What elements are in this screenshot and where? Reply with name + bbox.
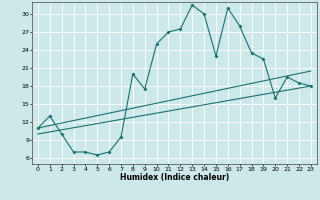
X-axis label: Humidex (Indice chaleur): Humidex (Indice chaleur) bbox=[120, 173, 229, 182]
